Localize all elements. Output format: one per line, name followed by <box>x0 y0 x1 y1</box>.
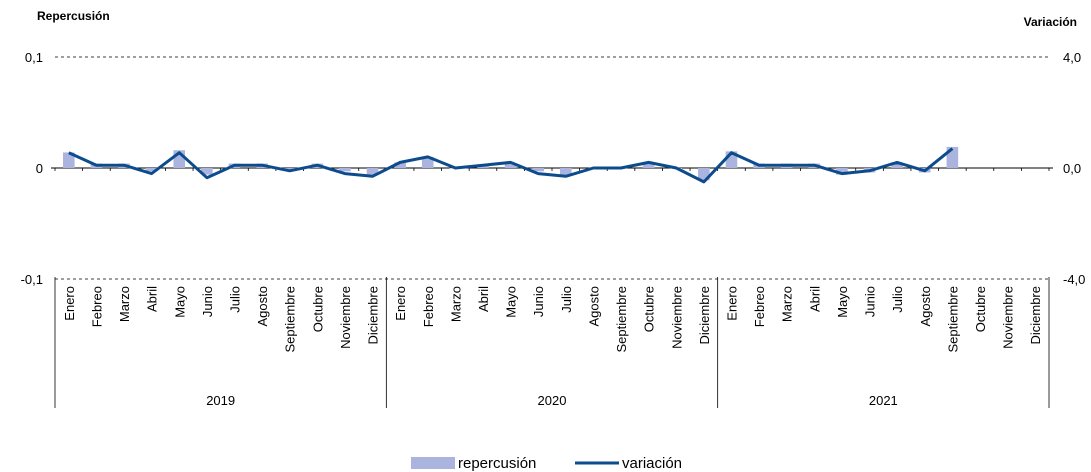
x-tick-label: Febreo <box>89 286 104 327</box>
x-tick-label: Marzo <box>780 286 795 322</box>
x-tick-label: Noviembre <box>1001 286 1016 349</box>
x-tick-label: Diciembre <box>1028 286 1043 345</box>
bar <box>421 156 434 168</box>
x-tick-label: Mayo <box>172 286 187 318</box>
bar <box>283 168 296 171</box>
x-tick-label: Septiembre <box>945 286 960 352</box>
x-tick-label: Julio <box>890 286 905 313</box>
x-tick-label: Junio <box>200 286 215 317</box>
right-axis-title: Variación <box>1024 15 1077 29</box>
x-tick-label: Febreo <box>421 286 436 327</box>
x-tick-label: Junio <box>863 286 878 317</box>
x-tick-label: Agosto <box>255 286 270 326</box>
bar <box>339 168 351 172</box>
x-tick-label: Octubre <box>310 286 325 332</box>
x-tick-label: Mayo <box>504 286 519 318</box>
bar <box>201 168 213 175</box>
x-tick-label: Octubre <box>642 286 657 332</box>
x-tick-label: Septiembre <box>283 286 298 352</box>
left-tick-label: 0 <box>36 161 43 176</box>
x-tick-label: Agosto <box>586 286 601 326</box>
bar <box>698 168 710 181</box>
x-tick-label: Diciembre <box>697 286 712 345</box>
x-tick-label: Enero <box>393 286 408 321</box>
x-tick-label: Marzo <box>448 286 463 322</box>
right-tick-label: -4,0 <box>1063 272 1085 287</box>
bar <box>366 168 379 175</box>
bar <box>145 168 158 172</box>
year-label: 2019 <box>206 393 235 408</box>
legend-label-variacion: variación <box>622 455 682 472</box>
bar <box>504 163 517 168</box>
variacion-series-line <box>68 147 954 184</box>
x-tick-label: Enero <box>62 286 77 321</box>
year-label: 2021 <box>869 393 898 408</box>
legend-label-repercusion: repercusión <box>458 455 536 472</box>
bar <box>394 162 406 168</box>
x-tick-label: Agosto <box>918 286 933 326</box>
bar <box>560 168 572 176</box>
x-tick-label: Marzo <box>117 286 132 322</box>
bar <box>836 168 848 175</box>
x-tick-label: Noviembre <box>669 286 684 349</box>
x-tick-label: Abril <box>476 286 491 312</box>
bar <box>63 152 75 168</box>
bar <box>946 146 959 168</box>
bar <box>725 151 738 168</box>
bar <box>173 150 186 168</box>
x-tick-label: Diciembre <box>366 286 381 345</box>
x-tick-label: Enero <box>724 286 739 321</box>
bar <box>891 163 903 168</box>
legend-swatch-repercusion <box>411 457 455 469</box>
x-tick-label: Junio <box>531 286 546 317</box>
left-tick-label: 0,1 <box>25 50 43 65</box>
legend: repercusión variación <box>411 455 682 472</box>
x-tick-label: Abril <box>145 286 160 312</box>
x-tick-label: Febreo <box>752 286 767 327</box>
x-tick-label: Abril <box>807 286 822 312</box>
variacion-line <box>68 147 954 184</box>
x-tick-label: Octubre <box>973 286 988 332</box>
x-tick-label: Julio <box>227 286 242 313</box>
x-axis: Enero Febreo Marzo Abril Mayo Junio Julio Agost… <box>54 277 1050 408</box>
x-tick-label: Mayo <box>835 286 850 318</box>
x-tick-label: Septiembre <box>614 286 629 352</box>
bar <box>642 163 655 168</box>
left-axis-title: Repercusión <box>37 9 110 23</box>
year-label: 2020 <box>538 393 567 408</box>
right-tick-label: 4,0 <box>1063 50 1081 65</box>
bar <box>532 168 544 172</box>
left-tick-label: -0,1 <box>21 272 43 287</box>
x-tick-label: Noviembre <box>338 286 353 349</box>
x-tick-label: Julio <box>559 286 574 313</box>
y-tick-labels: 0,1 0 -0,1 4,0 0,0 -4,0 <box>21 50 1086 287</box>
right-tick-label: 0,0 <box>1063 161 1081 176</box>
